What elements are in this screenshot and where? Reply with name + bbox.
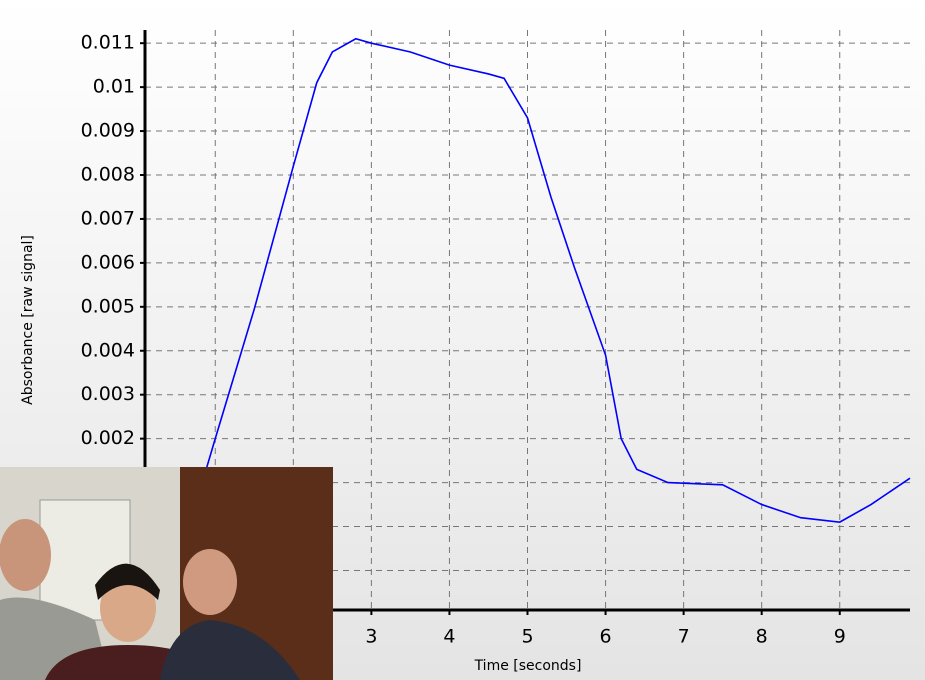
y-tick-label: 0.006 — [81, 251, 135, 273]
y-tick-label: 0.008 — [81, 164, 135, 186]
x-tick-label: 9 — [834, 626, 846, 648]
y-tick-label: 0.009 — [81, 120, 135, 142]
y-tick-label: 0.004 — [81, 339, 135, 361]
photo-person — [0, 519, 51, 591]
x-tick-label: 4 — [443, 626, 455, 648]
x-tick-label: 3 — [365, 626, 377, 648]
photo-hair — [95, 563, 160, 600]
x-tick-label: 6 — [600, 626, 612, 648]
y-tick-label: 0.011 — [81, 32, 135, 54]
y-tick-label: 0.01 — [93, 76, 135, 98]
photo — [0, 467, 333, 680]
x-axis-label: Time [seconds] — [474, 658, 582, 674]
photo-person — [160, 620, 300, 680]
photo-person — [100, 574, 156, 642]
y-tick-label: 0.007 — [81, 207, 135, 229]
data-line — [194, 37, 911, 523]
x-tick-label: 5 — [521, 626, 533, 648]
y-tick-label: 0.002 — [81, 427, 135, 449]
x-tick-label: 7 — [678, 626, 690, 648]
x-tick-label: 8 — [756, 626, 768, 648]
photo-person — [183, 549, 237, 615]
y-tick-label: 0.005 — [81, 295, 135, 317]
y-axis-label: Absorbance [raw signal] — [20, 235, 36, 405]
y-tick-label: 0.003 — [81, 383, 135, 405]
